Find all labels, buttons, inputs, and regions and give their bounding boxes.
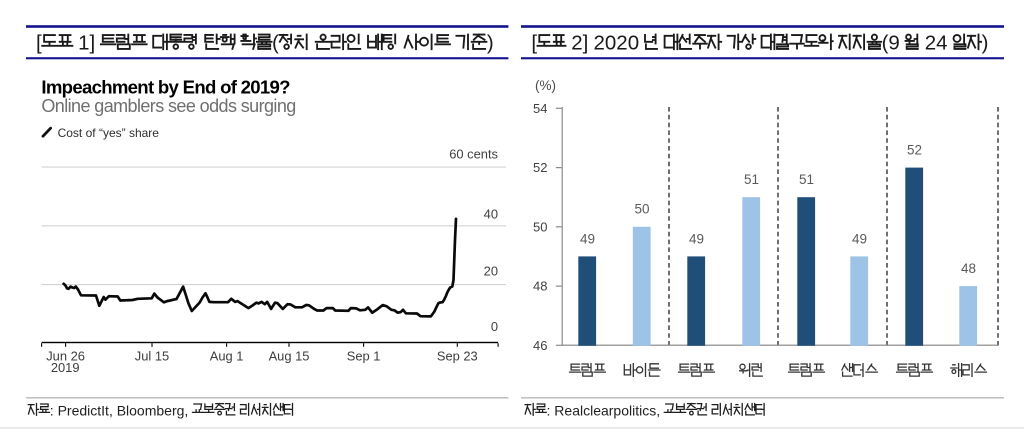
- svg-text:54: 54: [533, 101, 547, 116]
- svg-text:0: 0: [491, 319, 498, 334]
- svg-text:50: 50: [533, 219, 547, 234]
- svg-text:49: 49: [852, 231, 867, 246]
- svg-text:(%): (%): [535, 78, 556, 93]
- svg-text:49: 49: [689, 231, 704, 246]
- svg-text::: :: [50, 402, 54, 418]
- svg-text:1]: 1]: [78, 31, 95, 54]
- svg-text:60 cents: 60 cents: [449, 147, 498, 162]
- svg-text:52: 52: [533, 160, 547, 175]
- svg-text:Realclearpolitics,: Realclearpolitics,: [554, 402, 660, 418]
- svg-text:Sep 23: Sep 23: [437, 349, 478, 364]
- svg-text:50: 50: [634, 202, 649, 217]
- svg-text:Sep 1: Sep 1: [347, 349, 381, 364]
- svg-text:[: [: [36, 31, 42, 54]
- svg-text:(9: (9: [882, 31, 900, 54]
- svg-text:49: 49: [580, 231, 595, 246]
- svg-text:2]: 2]: [571, 31, 588, 54]
- svg-text:48: 48: [533, 279, 547, 294]
- svg-text:20: 20: [484, 264, 498, 279]
- svg-text:Bloomberg,: Bloomberg,: [117, 402, 189, 418]
- svg-text:Jun 26: Jun 26: [46, 349, 85, 364]
- svg-text:Cost of “yes” share: Cost of “yes” share: [58, 126, 160, 140]
- svg-text::: :: [547, 402, 551, 418]
- svg-text:): ): [487, 31, 494, 54]
- svg-text:Aug 15: Aug 15: [269, 349, 310, 364]
- svg-text:(: (: [272, 31, 279, 54]
- svg-text:46: 46: [533, 338, 547, 353]
- svg-text:Online gamblers see odds surgi: Online gamblers see odds surging: [41, 96, 295, 116]
- svg-text:51: 51: [799, 172, 814, 187]
- svg-text:48: 48: [961, 261, 976, 276]
- svg-text:Aug 1: Aug 1: [210, 349, 244, 364]
- svg-text:2020: 2020: [594, 31, 640, 54]
- svg-text:51: 51: [744, 172, 759, 187]
- svg-text:40: 40: [484, 206, 498, 221]
- svg-text:Jul 15: Jul 15: [135, 349, 169, 364]
- svg-text:): ): [982, 31, 989, 54]
- svg-text:PredictIt,: PredictIt,: [58, 402, 113, 418]
- svg-text:2019: 2019: [51, 360, 80, 375]
- svg-text:52: 52: [907, 143, 922, 158]
- svg-text:Impeachment by End of 2019?: Impeachment by End of 2019?: [41, 76, 290, 97]
- svg-text:[: [: [531, 31, 537, 54]
- svg-text:24: 24: [925, 31, 948, 54]
